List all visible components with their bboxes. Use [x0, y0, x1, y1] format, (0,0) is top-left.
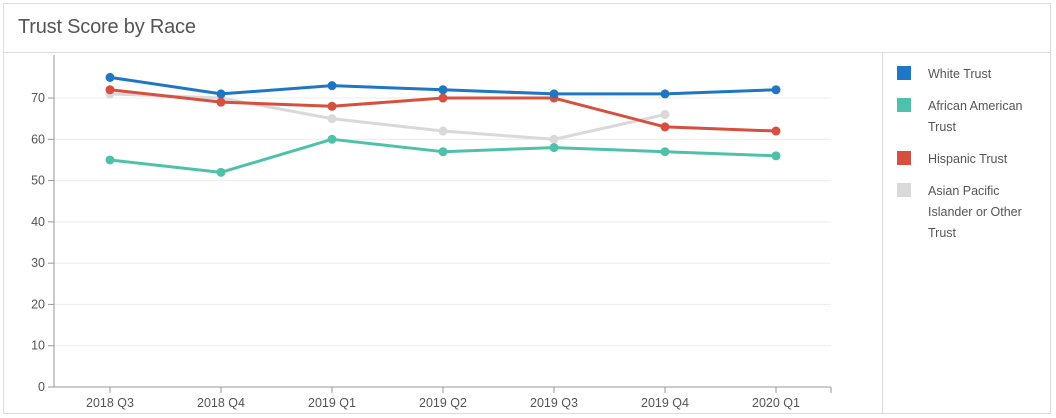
data-point[interactable] [771, 126, 781, 136]
chart-title: Trust Score by Race [18, 16, 196, 38]
y-tick-label: 50 [31, 174, 45, 188]
x-tick-label: 2020 Q1 [752, 396, 800, 410]
legend-swatch-white [897, 66, 911, 80]
y-tick-label: 0 [38, 380, 45, 394]
data-point[interactable] [327, 134, 337, 144]
data-point[interactable] [660, 122, 670, 132]
data-point[interactable] [216, 167, 226, 177]
data-point[interactable] [105, 85, 115, 95]
data-point[interactable] [105, 72, 115, 82]
y-tick-label: 40 [31, 215, 45, 229]
legend-swatch-hispanic [897, 151, 911, 165]
legend-label-white: White Trust [928, 67, 992, 81]
y-tick-label: 60 [31, 132, 45, 146]
data-point[interactable] [660, 110, 670, 120]
data-point[interactable] [216, 89, 226, 99]
y-tick-label: 30 [31, 256, 45, 270]
data-point[interactable] [327, 101, 337, 111]
x-tick-label: 2019 Q2 [419, 396, 467, 410]
data-point[interactable] [438, 93, 448, 103]
x-tick-label: 2018 Q4 [197, 396, 245, 410]
legend-item-african-american[interactable]: African American Trust [897, 96, 1037, 138]
legend-item-hispanic[interactable]: Hispanic Trust [897, 149, 1037, 170]
panel-header: Trust Score by Race [4, 4, 1050, 53]
data-point[interactable] [771, 151, 781, 161]
legend-swatch-african-american [897, 98, 911, 112]
x-tick-label: 2019 Q1 [308, 396, 356, 410]
legend-label-asian-pacific: Asian Pacific Islander or Other Trust [928, 184, 1022, 240]
series-line [109, 92, 666, 141]
data-point[interactable] [549, 143, 559, 153]
y-tick-label: 10 [31, 339, 45, 353]
x-tick-label: 2019 Q3 [530, 396, 578, 410]
data-point[interactable] [660, 147, 670, 157]
legend-item-asian-pacific[interactable]: Asian Pacific Islander or Other Trust [897, 181, 1037, 244]
data-point[interactable] [549, 89, 559, 99]
data-point[interactable] [438, 126, 448, 136]
legend-item-white[interactable]: White Trust [897, 64, 1037, 85]
y-tick-label: 20 [31, 297, 45, 311]
data-point[interactable] [549, 134, 559, 144]
legend-label-african-american: African American Trust [928, 99, 1023, 134]
data-point[interactable] [327, 81, 337, 91]
data-point[interactable] [438, 85, 448, 95]
data-point[interactable] [105, 155, 115, 165]
y-tick-label: 70 [31, 91, 45, 105]
legend-label-hispanic: Hispanic Trust [928, 152, 1008, 166]
data-point[interactable] [660, 89, 670, 99]
data-point[interactable] [438, 147, 448, 157]
data-point[interactable] [216, 97, 226, 107]
x-tick-label: 2019 Q4 [641, 396, 689, 410]
legend-swatch-asian-pacific [897, 183, 911, 197]
chart-legend: White Trust African American Trust Hispa… [897, 64, 1037, 255]
legend-divider [882, 53, 883, 413]
x-tick-label: 2018 Q3 [86, 396, 134, 410]
data-point[interactable] [327, 114, 337, 124]
data-point[interactable] [771, 85, 781, 95]
